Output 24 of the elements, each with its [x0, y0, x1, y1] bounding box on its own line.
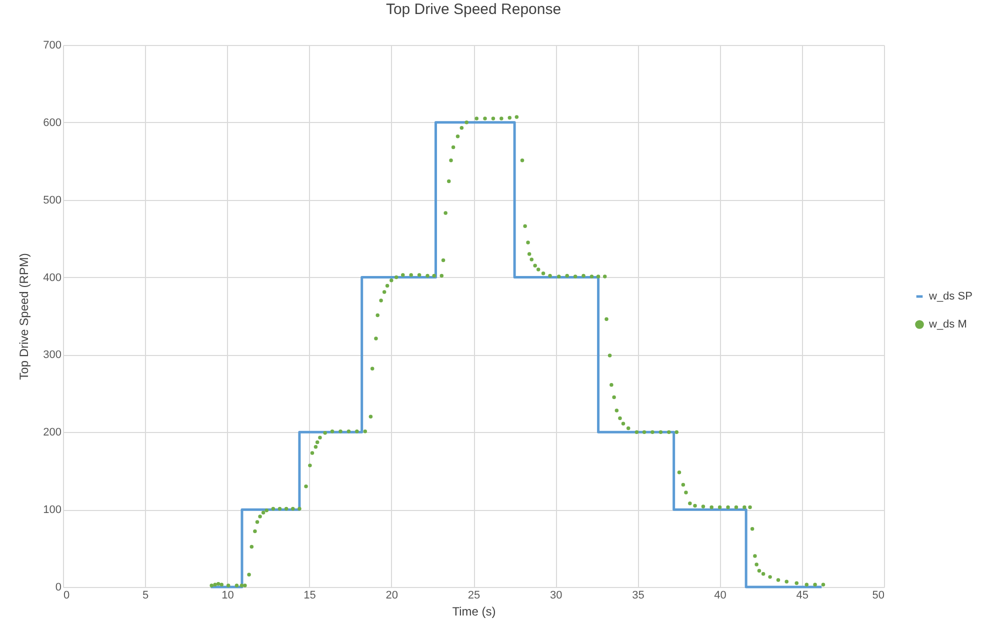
x-tick-label: 20 [386, 590, 398, 602]
legend-label: w_ds SP [928, 290, 972, 302]
x-tick-label: 40 [714, 590, 726, 602]
y-tick-label: 0 [55, 582, 62, 594]
y-tick-label: 100 [43, 504, 62, 516]
x-tick-label: 30 [550, 590, 562, 602]
chart-title: Top Drive Speed Reponse [386, 1, 562, 18]
y-tick-label: 600 [43, 116, 62, 129]
x-axis-title: Time (s) [452, 604, 496, 618]
x-tick-label: 0 [64, 590, 70, 602]
y-tick-label: 400 [43, 272, 62, 284]
legend-label: w_ds M [928, 318, 967, 330]
x-tick-label: 35 [632, 590, 644, 602]
x-tick-label: 50 [872, 590, 884, 602]
y-tick-label: 300 [43, 349, 62, 362]
y-tick-label: 500 [43, 194, 62, 206]
x-tick-label: 15 [304, 590, 316, 602]
y-tick-label: 200 [43, 426, 62, 439]
y-axis-title: Top Drive Speed (RPM) [17, 253, 32, 380]
x-tick-label: 5 [142, 590, 149, 602]
y-tick-label: 700 [43, 40, 62, 52]
x-tick-label: 45 [796, 590, 809, 602]
x-tick-label: 10 [222, 590, 234, 602]
x-tick-label: 25 [468, 590, 480, 602]
